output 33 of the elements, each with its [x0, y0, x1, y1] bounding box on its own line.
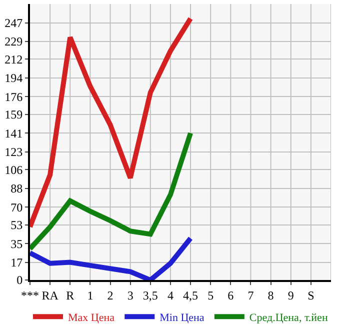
legend-label: Min Цена [160, 312, 204, 324]
y-tick-label: 53 [10, 218, 23, 232]
x-tick-label: 7 [248, 288, 254, 302]
x-tick-label: *** [21, 288, 39, 302]
y-tick-label: 88 [10, 182, 23, 196]
y-tick-label: 212 [4, 52, 23, 66]
y-tick-label: 141 [4, 126, 23, 140]
y-tick-label: 194 [4, 71, 23, 86]
y-tick-label: 123 [4, 145, 23, 160]
y-tick-label: 247 [4, 16, 23, 30]
y-tick-label: 17 [10, 255, 23, 270]
y-tick-label: 229 [4, 34, 23, 49]
x-tick-label: 3,5 [142, 288, 158, 302]
x-tick-label: S [308, 288, 314, 302]
y-tick-label: 0 [16, 273, 23, 288]
y-tick-label: 35 [10, 236, 23, 251]
x-tick-label: 3 [127, 288, 134, 302]
x-tick-label: 9 [288, 288, 294, 302]
x-tick-label: R [66, 288, 74, 302]
x-tick-label: 1 [87, 288, 94, 302]
y-tick-label: 159 [4, 108, 23, 122]
x-tick-label: RA [42, 288, 59, 302]
y-tick-label: 70 [10, 200, 23, 214]
x-tick-label: 2 [107, 288, 114, 302]
y-tick-label: 106 [4, 162, 23, 177]
x-tick-label: 5 [208, 288, 214, 302]
x-tick-label: 8 [268, 288, 274, 302]
legend-label: Сред.Цена, т.йен [249, 312, 328, 324]
y-tick-label: 176 [4, 90, 23, 104]
legend-label: Max Цена [68, 312, 115, 324]
x-tick-label: 4,5 [183, 288, 198, 302]
x-tick-label: 4 [167, 288, 174, 302]
x-tick-label: 6 [228, 288, 234, 302]
